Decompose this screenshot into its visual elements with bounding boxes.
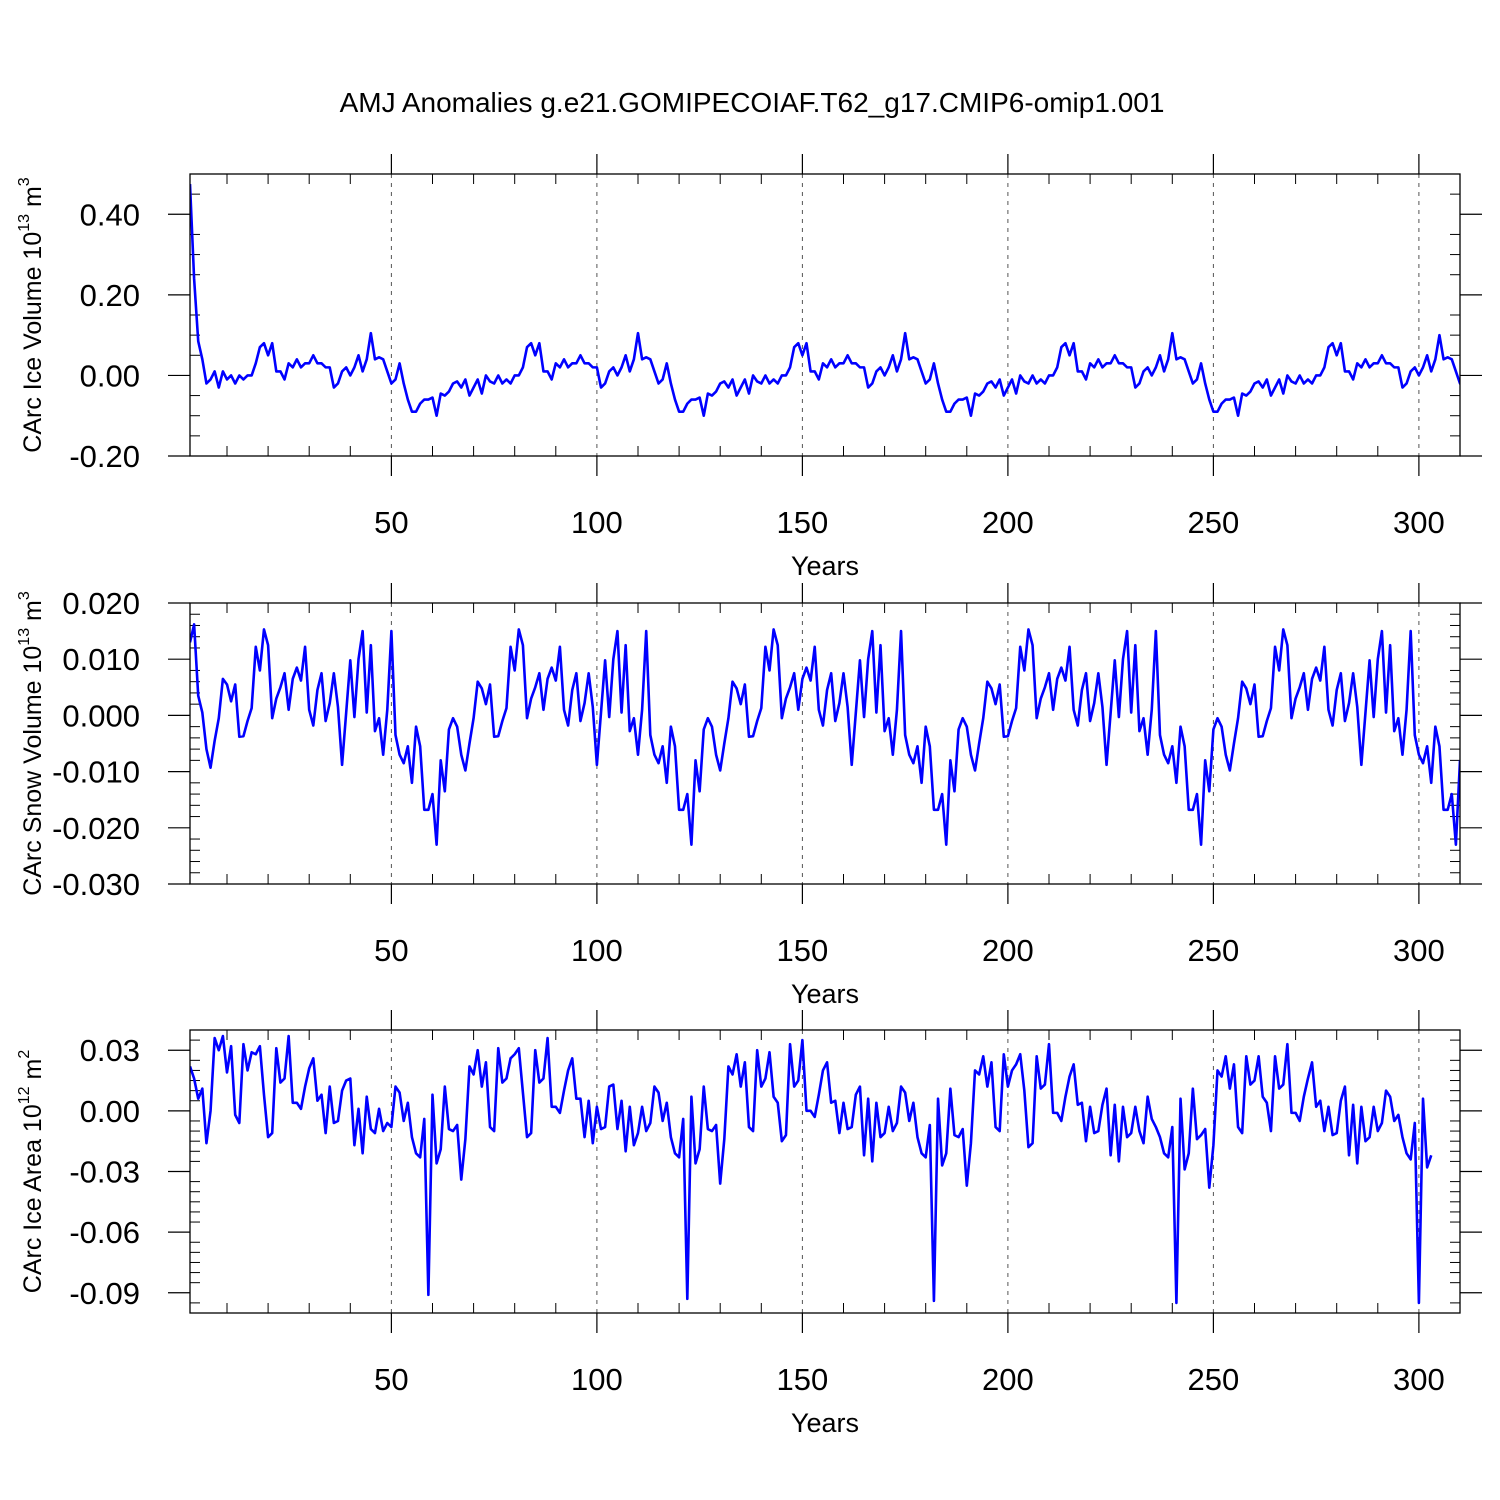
x-tick-label: 250 — [1188, 1362, 1240, 1397]
y-tick-label: -0.030 — [52, 867, 140, 902]
panel-2: -0.030 -0.020 -0.010 0.000 0.010 0.020 50 100 15… — [16, 583, 1482, 1009]
y-axis-label: CArc Ice Area 1012 m2 — [16, 1050, 47, 1294]
x-tick-label: 250 — [1188, 933, 1240, 968]
x-tick-label: 150 — [777, 505, 829, 540]
x-tick-label: 250 — [1188, 505, 1240, 540]
series-line — [190, 623, 1460, 846]
panel-1: -0.20 0.00 0.20 0.40 50 100 150 200 250 300 Years C… — [16, 154, 1482, 581]
y-tick-label: -0.020 — [52, 811, 140, 846]
y-tick-label: 0.00 — [80, 1094, 140, 1129]
x-tick-label: 50 — [374, 1362, 408, 1397]
x-tick-label: 100 — [571, 505, 623, 540]
x-tick-label: 200 — [982, 933, 1034, 968]
y-tick-label: 0.00 — [80, 358, 140, 393]
x-axis-label: Years — [791, 1408, 859, 1438]
x-tick-label: 150 — [777, 933, 829, 968]
series-line — [190, 184, 1460, 418]
x-tick-label: 200 — [982, 505, 1034, 540]
y-tick-label: -0.03 — [69, 1155, 140, 1190]
plot-frame — [189, 602, 1461, 885]
x-tick-label: 300 — [1393, 505, 1445, 540]
x-tick-label: 200 — [982, 1362, 1034, 1397]
y-tick-label: 0.010 — [62, 642, 140, 677]
y-tick-label: 0.20 — [80, 278, 140, 313]
y-axis-label: CArc Ice Volume 1013 m3 — [16, 177, 47, 453]
y-tick-label: -0.06 — [69, 1215, 140, 1250]
y-tick-label: 0.020 — [62, 586, 140, 621]
x-tick-label: 100 — [571, 933, 623, 968]
x-tick-label: 50 — [374, 505, 408, 540]
figure-title: AMJ Anomalies g.e21.GOMIPECOIAF.T62_g17.… — [340, 87, 1165, 118]
y-tick-label: -0.09 — [69, 1276, 140, 1311]
series-line — [190, 1034, 1433, 1305]
y-axis-label: CArc Snow Volume 1013 m3 — [16, 591, 47, 896]
x-tick-label: 150 — [777, 1362, 829, 1397]
y-tick-label: -0.20 — [69, 439, 140, 474]
y-tick-label: 0.40 — [80, 197, 140, 232]
panel-3: -0.09 -0.06 -0.03 0.00 0.03 50 100 150 200 250 300… — [16, 1010, 1482, 1438]
x-tick-label: 50 — [374, 933, 408, 968]
plot-frame — [189, 173, 1461, 457]
y-tick-label: -0.010 — [52, 755, 140, 790]
plot-frame — [189, 1029, 1461, 1314]
x-tick-label: 300 — [1393, 1362, 1445, 1397]
y-tick-label: 0.03 — [80, 1033, 140, 1068]
x-tick-label: 100 — [571, 1362, 623, 1397]
y-tick-label: 0.000 — [62, 698, 140, 733]
x-tick-label: 300 — [1393, 933, 1445, 968]
x-axis-label: Years — [791, 551, 859, 581]
panels: -0.20 0.00 0.20 0.40 50 100 150 200 250 300 Years C… — [16, 154, 1482, 1438]
x-axis-label: Years — [791, 979, 859, 1009]
